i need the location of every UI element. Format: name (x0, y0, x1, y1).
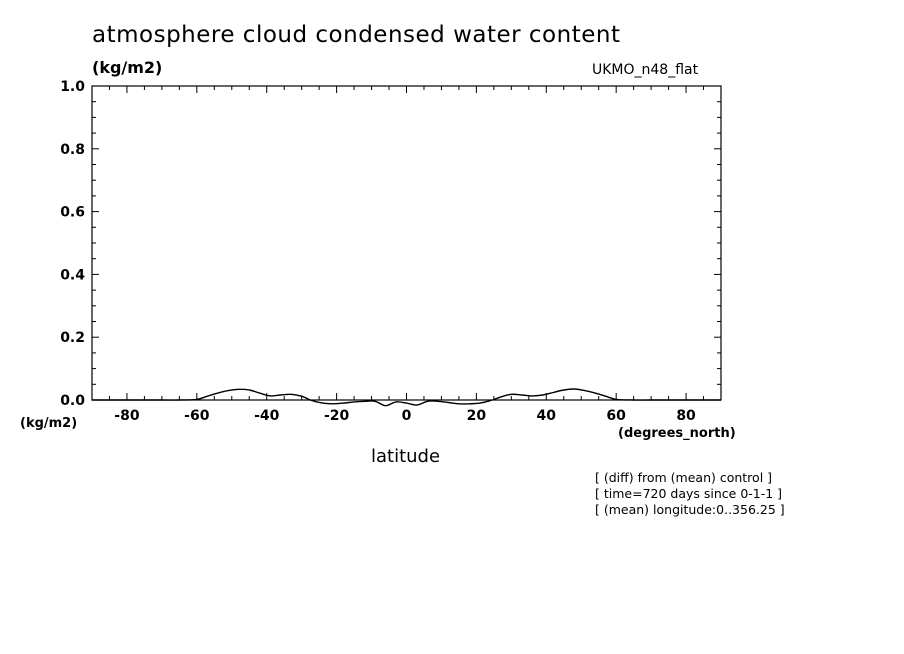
axis-ticks (91, 85, 722, 401)
x-tick-label: 0 (402, 408, 412, 424)
x-tick-labels: -80 -60 -40 -20 0 20 40 60 80 (114, 408, 696, 424)
units-label-left: (kg/m2) (20, 416, 78, 431)
plot-frame (91, 85, 722, 401)
y-tick-label: 0.4 (60, 267, 85, 283)
x-tick-label: 80 (676, 408, 696, 424)
note-line: [ (mean) longitude:0..356.25 ] (595, 502, 785, 517)
note-line: [ (diff) from (mean) control ] (595, 470, 773, 485)
data-line (92, 388, 721, 407)
model-label: UKMO_n48_flat (592, 62, 699, 78)
y-tick-labels: 0.0 0.2 0.4 0.6 0.8 1.0 (60, 79, 85, 409)
x-tick-label: 60 (606, 408, 626, 424)
x-tick-label: -40 (254, 408, 280, 424)
x-tick-label: -80 (114, 408, 140, 424)
y-tick-label: 0.2 (60, 330, 85, 346)
y-tick-label: 0.0 (60, 393, 85, 409)
y-tick-label: 0.6 (60, 205, 85, 221)
units-label-top: (kg/m2) (92, 58, 163, 77)
x-tick-label: -20 (324, 408, 350, 424)
x-tick-label: -60 (184, 408, 210, 424)
y-tick-label: 0.8 (60, 142, 85, 158)
x-units-label: (degrees_north) (618, 426, 736, 441)
x-tick-label: 20 (467, 408, 487, 424)
note-line: [ time=720 days since 0-1-1 ] (595, 486, 783, 501)
chart-title: atmosphere cloud condensed water content (92, 22, 621, 48)
y-tick-label: 1.0 (60, 79, 85, 95)
x-axis-label: latitude (371, 446, 441, 467)
x-tick-label: 40 (537, 408, 557, 424)
